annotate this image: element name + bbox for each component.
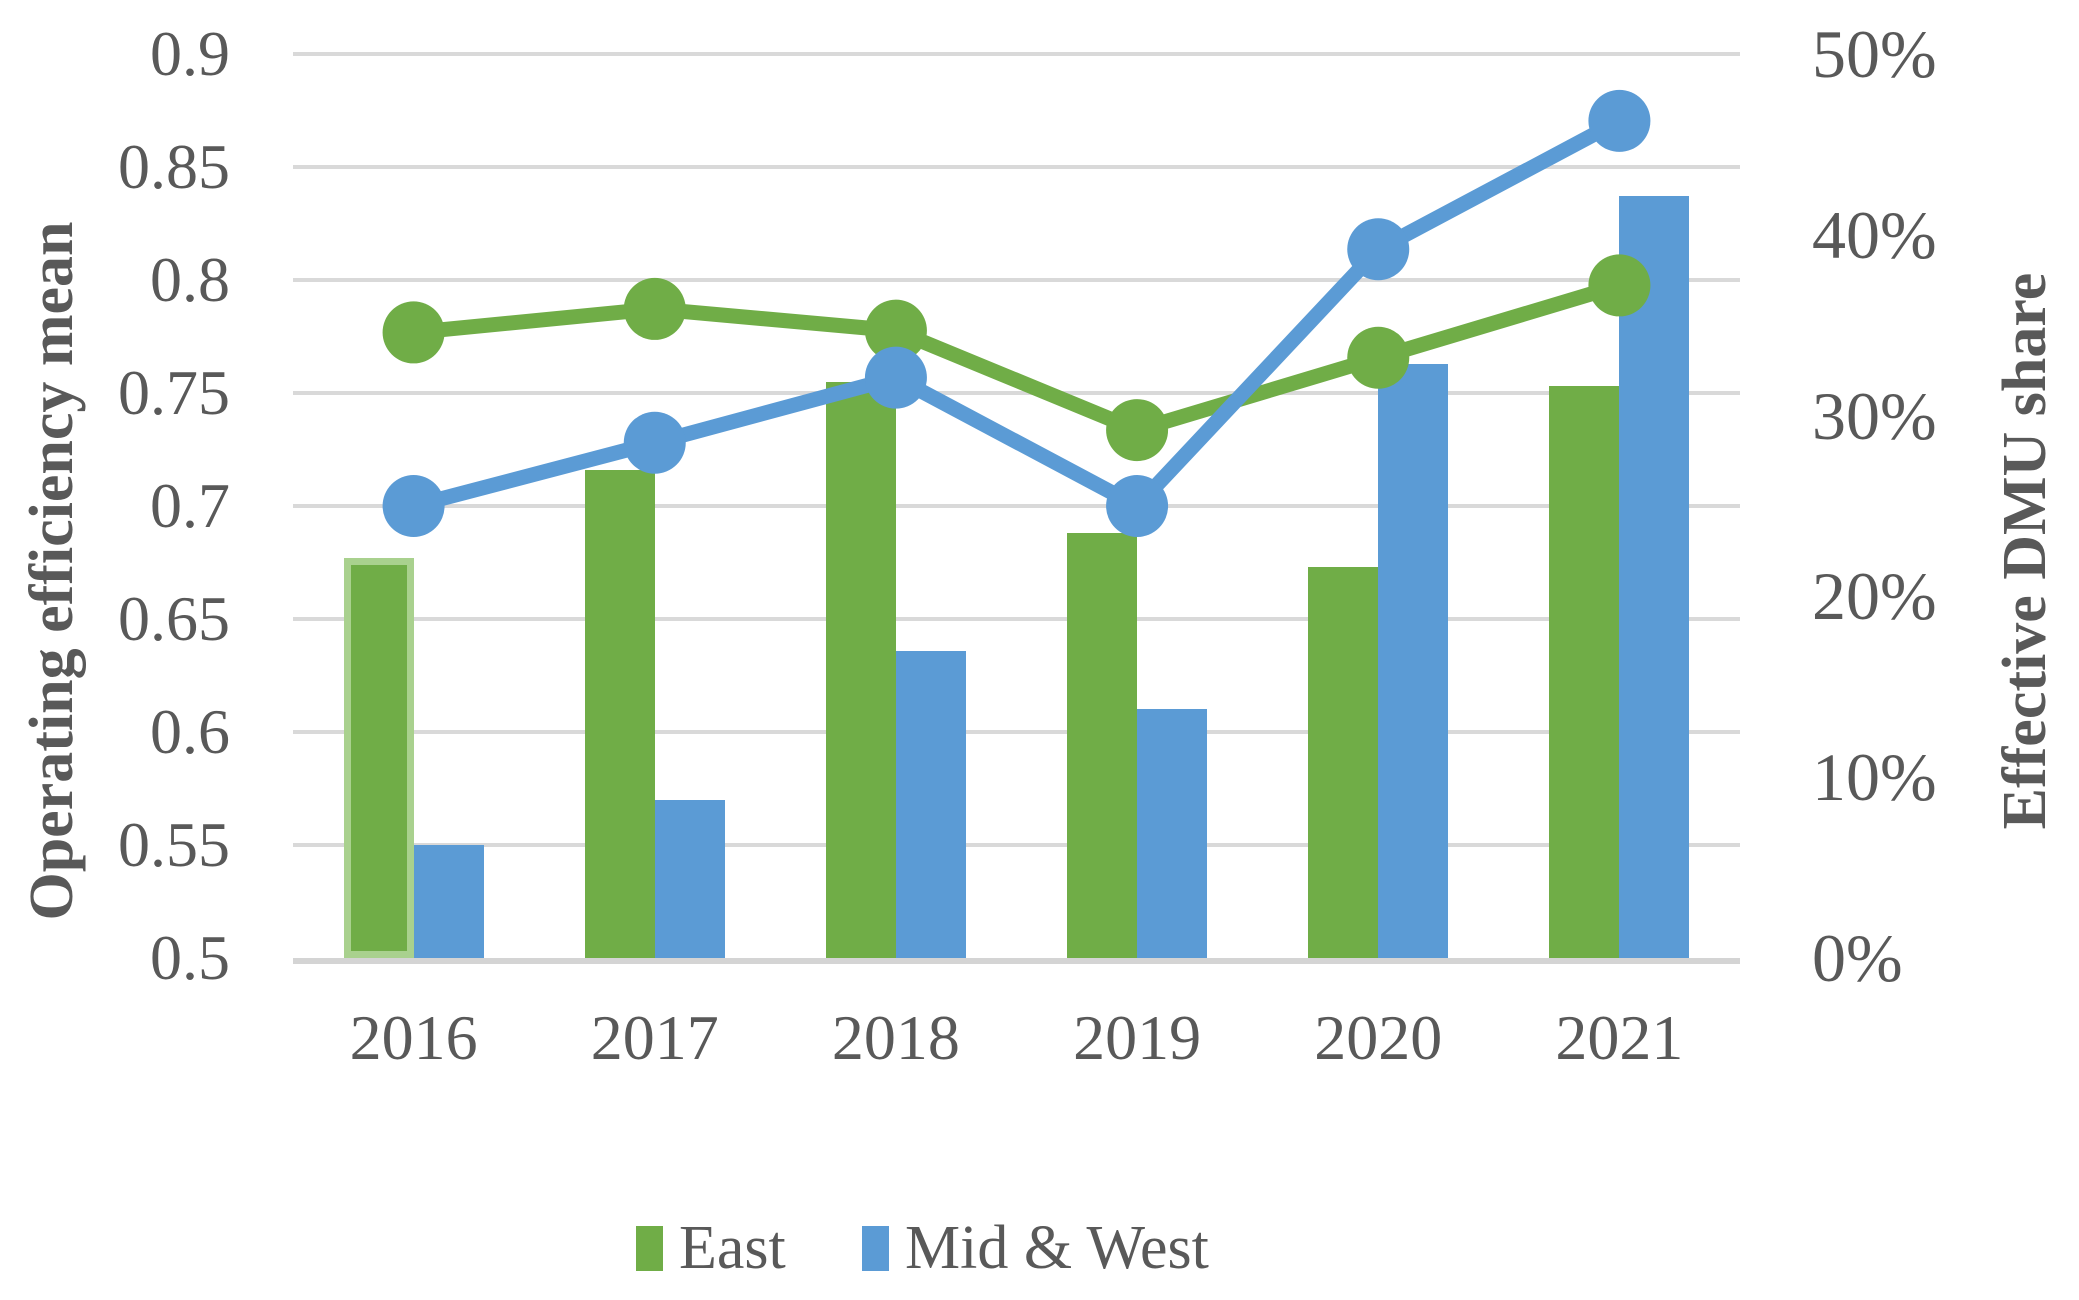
mid-west-legend-swatch bbox=[862, 1225, 889, 1271]
grid-line bbox=[293, 617, 1740, 621]
bar-mid-west bbox=[1137, 709, 1208, 958]
marker-mid-west bbox=[864, 346, 927, 409]
mid-west-legend-label: Mid & West bbox=[905, 1214, 1209, 1282]
x-axis-year-label: 2018 bbox=[831, 1002, 960, 1073]
x-axis-year-label: 2016 bbox=[349, 1002, 478, 1073]
marker-mid-west bbox=[382, 475, 445, 537]
right-axis-tick-label: 30% bbox=[1812, 377, 1937, 454]
line-east bbox=[406, 277, 1627, 438]
bar-mid-west bbox=[413, 845, 484, 958]
bar-east bbox=[1067, 533, 1138, 958]
marker-mid-west bbox=[1106, 475, 1169, 537]
x-axis-year-label: 2021 bbox=[1555, 1002, 1684, 1073]
bar-mid-west bbox=[895, 650, 966, 958]
right-axis-tick-label: 20% bbox=[1812, 558, 1937, 635]
left-axis-tick-label: 0.5 bbox=[150, 922, 230, 993]
line-series-layer bbox=[382, 89, 1651, 537]
left-axis-tick-label: 0.7 bbox=[150, 470, 230, 541]
x-axis-line bbox=[293, 958, 1740, 964]
marker-mid-west bbox=[623, 411, 686, 474]
right-axis-tick-label: 0% bbox=[1812, 920, 1903, 996]
legend-item-mid-west: Mid & West bbox=[862, 1214, 1209, 1282]
grid-line bbox=[293, 165, 1740, 169]
marker-east bbox=[382, 301, 445, 364]
grid-line bbox=[293, 52, 1740, 56]
marker-east bbox=[1347, 326, 1410, 389]
marker-east bbox=[623, 277, 686, 340]
grid-line bbox=[293, 391, 1740, 395]
bar-east bbox=[825, 381, 896, 958]
east-legend-label: East bbox=[679, 1214, 786, 1282]
east-legend-swatch bbox=[636, 1225, 663, 1271]
left-axis-tick-label: 0.85 bbox=[118, 131, 230, 202]
bar-east bbox=[343, 557, 414, 958]
left-axis-title: Operating efficiency mean bbox=[18, 221, 86, 921]
bar-mid-west bbox=[654, 799, 725, 958]
bar-mid-west bbox=[1619, 196, 1690, 958]
right-axis-title: Effective DMU share bbox=[1991, 272, 2059, 830]
right-axis-tick-label: 10% bbox=[1812, 739, 1937, 816]
grid-line bbox=[293, 730, 1740, 734]
marker-east bbox=[864, 299, 927, 362]
bar-east bbox=[584, 469, 655, 958]
bar-east bbox=[1549, 386, 1620, 958]
left-axis-tick-label: 0.55 bbox=[118, 809, 230, 880]
left-axis-tick-label: 0.9 bbox=[150, 18, 230, 89]
marker-east bbox=[1588, 254, 1651, 317]
grid-line bbox=[293, 504, 1740, 508]
marker-east bbox=[1106, 399, 1169, 462]
right-axis-tick-label: 50% bbox=[1812, 16, 1937, 92]
chart-legend: East Mid & West bbox=[0, 1214, 2079, 1282]
right-axis-tick-label: 40% bbox=[1812, 196, 1937, 273]
x-axis-year-label: 2020 bbox=[1314, 1002, 1443, 1073]
legend-item-east: East bbox=[636, 1214, 786, 1282]
x-axis-year-label: 2017 bbox=[590, 1002, 719, 1073]
marker-mid-west bbox=[1347, 218, 1410, 281]
left-axis-tick-label: 0.65 bbox=[118, 583, 230, 654]
bar-mid-west bbox=[1378, 363, 1449, 958]
line-mid-west bbox=[406, 113, 1627, 514]
grid-line bbox=[293, 843, 1740, 847]
marker-mid-west bbox=[1588, 89, 1651, 152]
left-axis-tick-label: 0.75 bbox=[118, 357, 230, 428]
left-axis-tick-label: 0.8 bbox=[150, 244, 230, 315]
grid-line bbox=[293, 278, 1740, 282]
bar-east bbox=[1308, 567, 1379, 958]
x-axis-year-label: 2019 bbox=[1073, 1002, 1202, 1073]
left-axis-tick-label: 0.6 bbox=[150, 696, 230, 767]
